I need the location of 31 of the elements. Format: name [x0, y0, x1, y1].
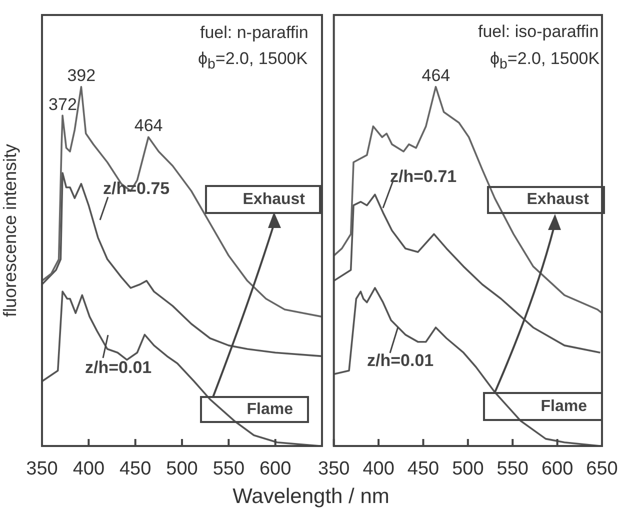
x-tick-label: 550 — [212, 458, 245, 480]
annotation: z/h=0.01 — [367, 351, 434, 370]
annotation: Exhaust — [487, 186, 605, 214]
annotation: Flame — [200, 396, 309, 423]
annotation: 372 — [48, 94, 77, 114]
annotation: z/h=0.01 — [85, 358, 152, 377]
x-tick-label: 350 — [318, 458, 350, 480]
text: ϕ$_{b}$=2.0, 1500K — [490, 49, 600, 72]
x-tick-label: 450 — [119, 458, 152, 480]
text: fuel: iso-paraffin — [478, 22, 599, 41]
annotation: z/h=0.75 — [103, 179, 170, 198]
text: ϕ$_{b}$=2.0, 1500K — [198, 49, 308, 72]
x-tick-label: 500 — [166, 458, 198, 480]
annotation: Exhaust — [205, 185, 321, 214]
x-tick-label: 650 — [586, 458, 618, 480]
x-tick-label: 400 — [362, 458, 394, 480]
annotation: Flame — [483, 392, 603, 421]
annotation: z/h=0.71 — [390, 167, 457, 186]
text: fuel: n-paraffin — [200, 23, 308, 42]
x-tick-label: 450 — [407, 458, 440, 480]
x-tick-label: 500 — [452, 458, 484, 480]
x-tick-label: 600 — [541, 458, 574, 480]
x-tick-label: 350 — [26, 458, 58, 480]
annotation: 464 — [134, 116, 163, 136]
annotation: 392 — [67, 66, 96, 85]
x-tick-label: 600 — [259, 458, 292, 480]
x-tick-label: 550 — [496, 458, 528, 480]
x-tick-label: 400 — [72, 458, 105, 480]
annotation: 464 — [422, 66, 450, 85]
x-axis-title: Wavelength / nm — [232, 485, 390, 509]
y-axis-title: fluorescence intensity — [0, 144, 20, 318]
